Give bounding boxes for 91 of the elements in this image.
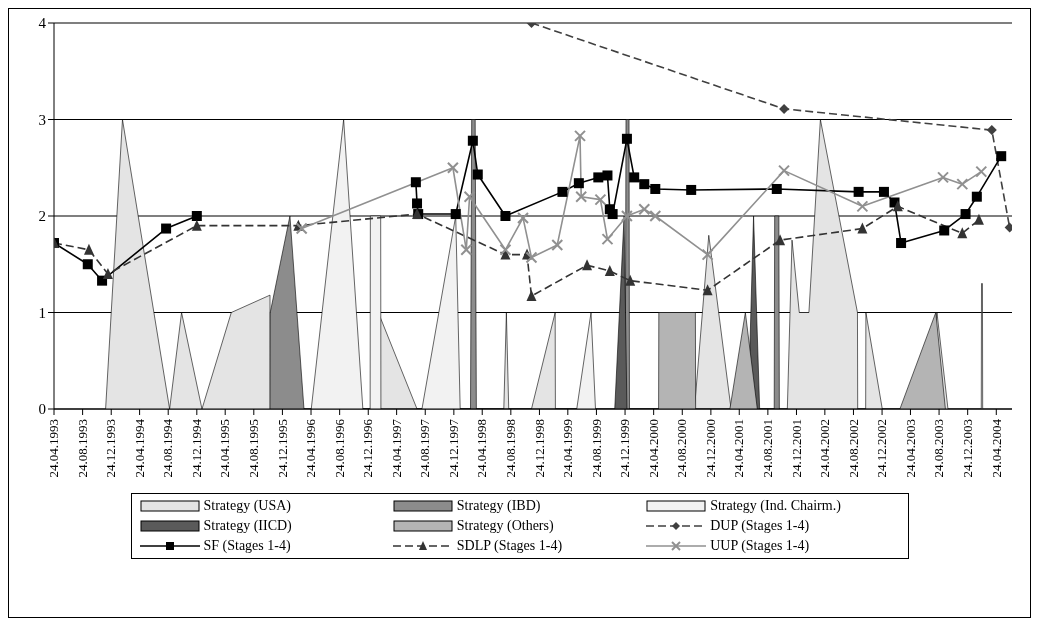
x-tick-label: 24.12.1998 [531, 419, 547, 478]
legend-label: Strategy (Others) [456, 518, 554, 534]
legend-label: Strategy (Ind. Chairm.) [710, 498, 841, 514]
point [892, 200, 903, 212]
point [472, 169, 483, 180]
legend-label: Strategy (USA) [203, 498, 291, 514]
point [896, 238, 907, 249]
x-tick-label: 24.08.1998 [503, 419, 519, 478]
x-tick-label: 24.12.1994 [189, 418, 205, 478]
point [853, 186, 864, 197]
x-tick-label: 24.12.2001 [788, 419, 804, 478]
x-tick-label: 24.04.1994 [131, 418, 147, 478]
x-tick-label: 24.08.1997 [417, 418, 433, 478]
point [957, 227, 968, 239]
legend-label: Strategy (IICD) [203, 518, 292, 534]
x-tick-label: 24.12.2003 [959, 419, 975, 478]
point [639, 179, 650, 190]
point [629, 172, 640, 183]
point [582, 259, 593, 271]
point [97, 275, 108, 286]
x-tick-label: 24.04.1996 [303, 418, 319, 478]
point [450, 209, 461, 220]
y-tick-label: 2 [38, 208, 46, 225]
point [857, 222, 868, 234]
point [771, 183, 782, 194]
x-tick-label: 24.12.1995 [274, 419, 290, 478]
x-tick-label: 24.08.2000 [674, 419, 690, 478]
point [412, 198, 423, 209]
point [960, 209, 971, 220]
point [973, 213, 984, 225]
x-tick-label: 24.04.1995 [217, 419, 233, 478]
x-tick-label: 24.12.2002 [874, 419, 890, 478]
point [526, 290, 537, 302]
x-tick-label: 24.04.2003 [902, 419, 918, 478]
y-tick-label: 0 [38, 401, 46, 418]
point [650, 183, 661, 194]
x-tick-label: 24.08.1996 [331, 418, 347, 478]
point [702, 284, 713, 296]
y-tick-label: 4 [38, 15, 47, 32]
x-tick-label: 24.12.1999 [617, 419, 633, 478]
y-tick-label: 1 [38, 304, 46, 321]
point [986, 125, 997, 136]
x-tick-label: 24.08.1995 [246, 419, 262, 478]
point [604, 265, 615, 277]
point [779, 103, 790, 114]
x-tick-label: 24.12.2000 [703, 419, 719, 478]
point [971, 191, 982, 202]
point [500, 211, 511, 221]
legend-label: UUP (Stages 1-4) [710, 538, 810, 554]
point [410, 177, 421, 188]
point [686, 184, 697, 195]
x-tick-label: 24.04.2000 [645, 419, 661, 478]
point [878, 186, 889, 197]
point [593, 172, 604, 183]
legend-label: Strategy (IBD) [456, 498, 541, 514]
point [625, 274, 636, 286]
y-tick-label: 3 [38, 111, 46, 128]
x-tick-label: 24.04.1993 [46, 419, 62, 478]
point [939, 225, 950, 236]
x-tick-label: 24.08.2002 [845, 419, 861, 478]
point [191, 219, 202, 231]
point [775, 234, 786, 246]
point [557, 186, 568, 197]
x-tick-label: 24.08.1994 [160, 418, 176, 478]
x-tick-label: 24.04.1999 [560, 419, 576, 478]
point [573, 178, 584, 189]
point [467, 135, 478, 146]
point [83, 243, 94, 255]
point [102, 267, 113, 279]
x-tick-label: 24.04.2004 [988, 418, 1004, 478]
x-tick-label: 24.08.1993 [74, 419, 90, 478]
legend-label: SF (Stages 1-4) [203, 538, 291, 554]
x-tick-label: 24.12.1997 [446, 418, 462, 478]
point [996, 151, 1007, 162]
x-tick-label: 24.04.2001 [731, 419, 747, 478]
point [602, 170, 613, 181]
x-tick-label: 24.08.2003 [931, 419, 947, 478]
x-tick-label: 24.04.1997 [388, 418, 404, 478]
point [621, 133, 632, 144]
x-tick-label: 24.04.2002 [817, 419, 833, 478]
x-tick-label: 24.08.1999 [588, 419, 604, 478]
x-tick-label: 24.08.2001 [760, 419, 776, 478]
point [161, 223, 172, 234]
point [191, 211, 202, 221]
point [82, 259, 93, 270]
point [607, 209, 618, 220]
x-tick-label: 24.12.1996 [360, 418, 376, 478]
legend-label: SDLP (Stages 1-4) [456, 538, 563, 554]
legend-label: DUP (Stages 1-4) [710, 518, 810, 534]
x-tick-label: 24.04.1998 [474, 419, 490, 478]
x-tick-label: 24.12.1993 [103, 419, 119, 478]
